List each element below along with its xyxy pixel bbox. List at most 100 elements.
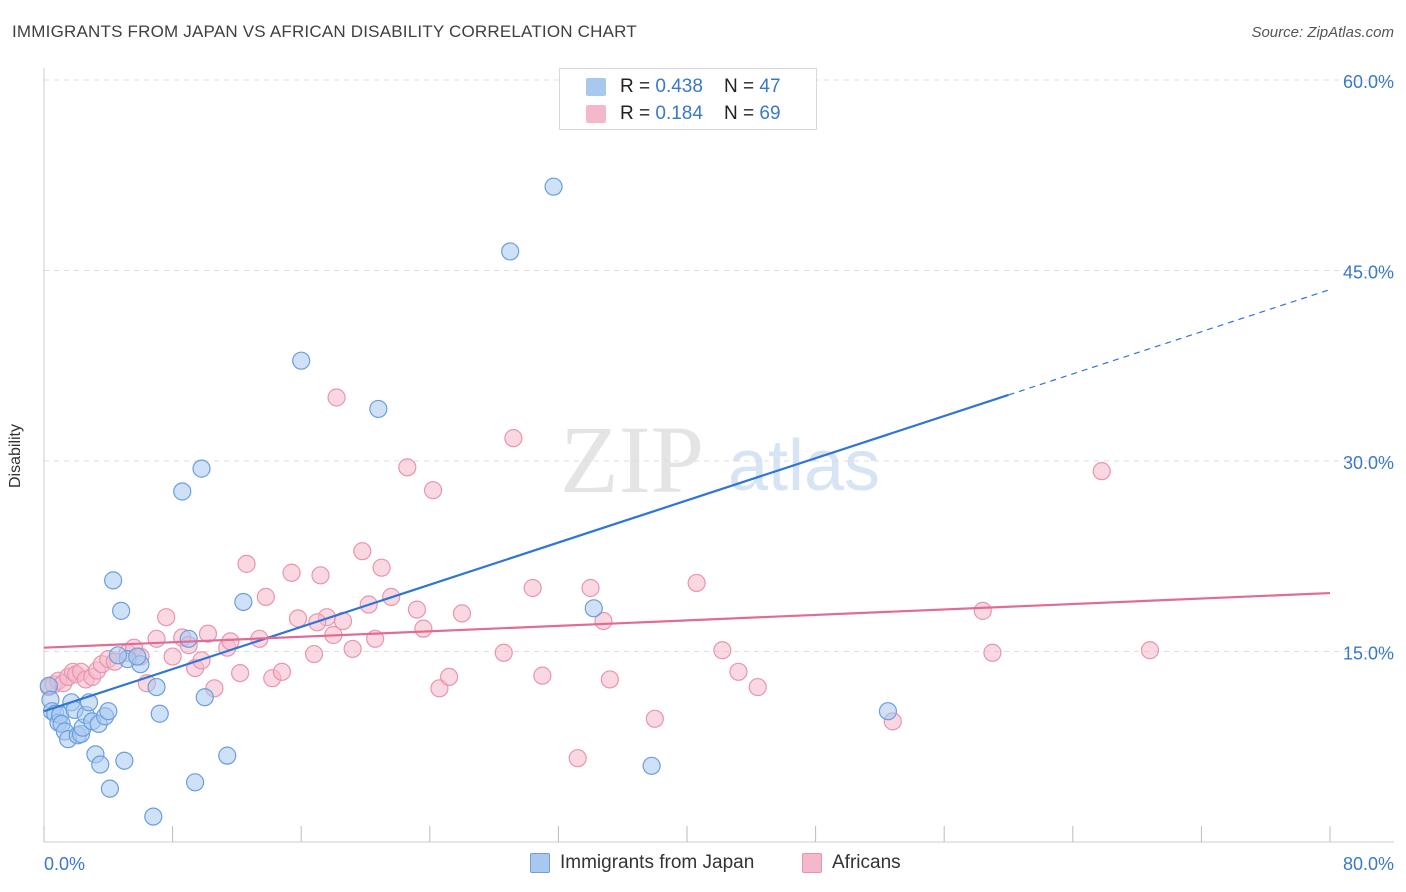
data-point [115, 751, 134, 770]
data-point [173, 482, 192, 501]
data-point [150, 704, 169, 723]
data-point [748, 677, 767, 697]
data-point [369, 399, 388, 419]
watermark-atlas: atlas [728, 426, 880, 506]
data-point [523, 578, 542, 598]
y-tick-label: 30.0% [1343, 453, 1394, 473]
data-point [91, 755, 110, 774]
data-point [163, 647, 182, 666]
y-tick-label: 45.0% [1343, 263, 1394, 283]
data-point [304, 644, 324, 664]
data-point [327, 388, 346, 407]
data-point [234, 592, 253, 612]
data-point [878, 702, 898, 721]
data-point [147, 677, 166, 697]
data-point [983, 643, 1002, 662]
chart-title: IMMIGRANTS FROM JAPAN VS AFRICAN DISABIL… [12, 22, 637, 41]
data-point [272, 662, 292, 681]
data-point [642, 756, 661, 775]
data-point [186, 773, 205, 792]
tick-labels: 15.0% 30.0% 45.0% 60.0% 0.0% 80.0% [44, 72, 1394, 874]
data-point [584, 599, 603, 618]
trendline-africans [43, 591, 1331, 649]
data-point [594, 611, 613, 631]
n-value: 47 [759, 76, 781, 97]
data-point [288, 609, 308, 628]
data-point [231, 663, 250, 683]
data-point [687, 573, 706, 593]
data-point [398, 458, 417, 477]
legend-swatch-japan [530, 853, 550, 873]
legend-item-japan[interactable]: Immigrants from Japan [530, 852, 754, 874]
data-point [1140, 641, 1160, 660]
data-point [504, 429, 523, 448]
data-point [533, 666, 552, 685]
data-point [713, 641, 732, 660]
data-point [157, 608, 176, 627]
data-point [198, 624, 218, 643]
data-point [108, 646, 128, 665]
data-point [99, 702, 118, 721]
n-label: N = [724, 76, 760, 97]
data-point [100, 779, 120, 798]
data-point [179, 629, 198, 648]
data-point [282, 563, 301, 582]
r-label: R = [620, 76, 656, 97]
data-point [195, 688, 214, 707]
axes [43, 68, 1394, 843]
data-point [292, 351, 311, 370]
legend-item-africans[interactable]: Africans [802, 852, 901, 874]
trend-lines [43, 288, 1331, 713]
data-point [128, 647, 147, 666]
data-point [237, 554, 256, 573]
trendline-japan [43, 393, 1009, 713]
r-value: 0.184 [655, 103, 703, 124]
data-point [372, 558, 391, 577]
legend-swatch-africans [586, 105, 606, 123]
watermark-zip: ZIP [560, 406, 704, 513]
legend-label-japan: Immigrants from Japan [560, 852, 755, 873]
data-point [501, 242, 520, 261]
data-point [423, 481, 443, 500]
y-tick-label: 15.0% [1343, 644, 1394, 664]
data-point [494, 643, 513, 662]
correlation-legend: R = 0.438 N = 47 R = 0.184 N = 69 [559, 68, 817, 130]
trendline-japan-extension [1008, 288, 1331, 396]
data-point [645, 709, 664, 728]
data-point [439, 667, 459, 687]
data-point [407, 600, 427, 619]
data-point [353, 542, 372, 561]
data-point [218, 746, 237, 765]
legend-swatch-japan [586, 78, 606, 96]
data-point [144, 807, 163, 826]
data-point [729, 662, 748, 681]
legend-label-africans: Africans [832, 852, 901, 873]
data-point [1092, 462, 1111, 481]
data-point [147, 629, 166, 648]
x-tick-label: 0.0% [44, 854, 85, 874]
r-label: R = [620, 103, 656, 124]
data-point [544, 177, 563, 196]
n-label: N = [724, 103, 760, 124]
series-japan [39, 177, 898, 826]
data-point [311, 566, 330, 585]
data-point [343, 639, 362, 659]
series-legend: Immigrants from Japan Africans [0, 852, 1406, 878]
n-value: 69 [759, 103, 781, 124]
data-point [568, 749, 587, 768]
legend-swatch-africans [802, 853, 822, 873]
data-point [414, 619, 433, 638]
data-point [192, 459, 211, 478]
r-value: 0.438 [655, 76, 703, 97]
y-tick-label: 60.0% [1343, 72, 1394, 92]
y-axis-label: Disability [7, 423, 24, 489]
data-point [256, 587, 275, 606]
data-point [973, 601, 992, 620]
x-tick-label: 80.0% [1343, 854, 1394, 874]
series-africans [39, 388, 1160, 768]
data-point [452, 604, 472, 623]
watermark: ZIP atlas [560, 406, 880, 513]
data-point [112, 601, 131, 620]
data-point [104, 571, 123, 590]
